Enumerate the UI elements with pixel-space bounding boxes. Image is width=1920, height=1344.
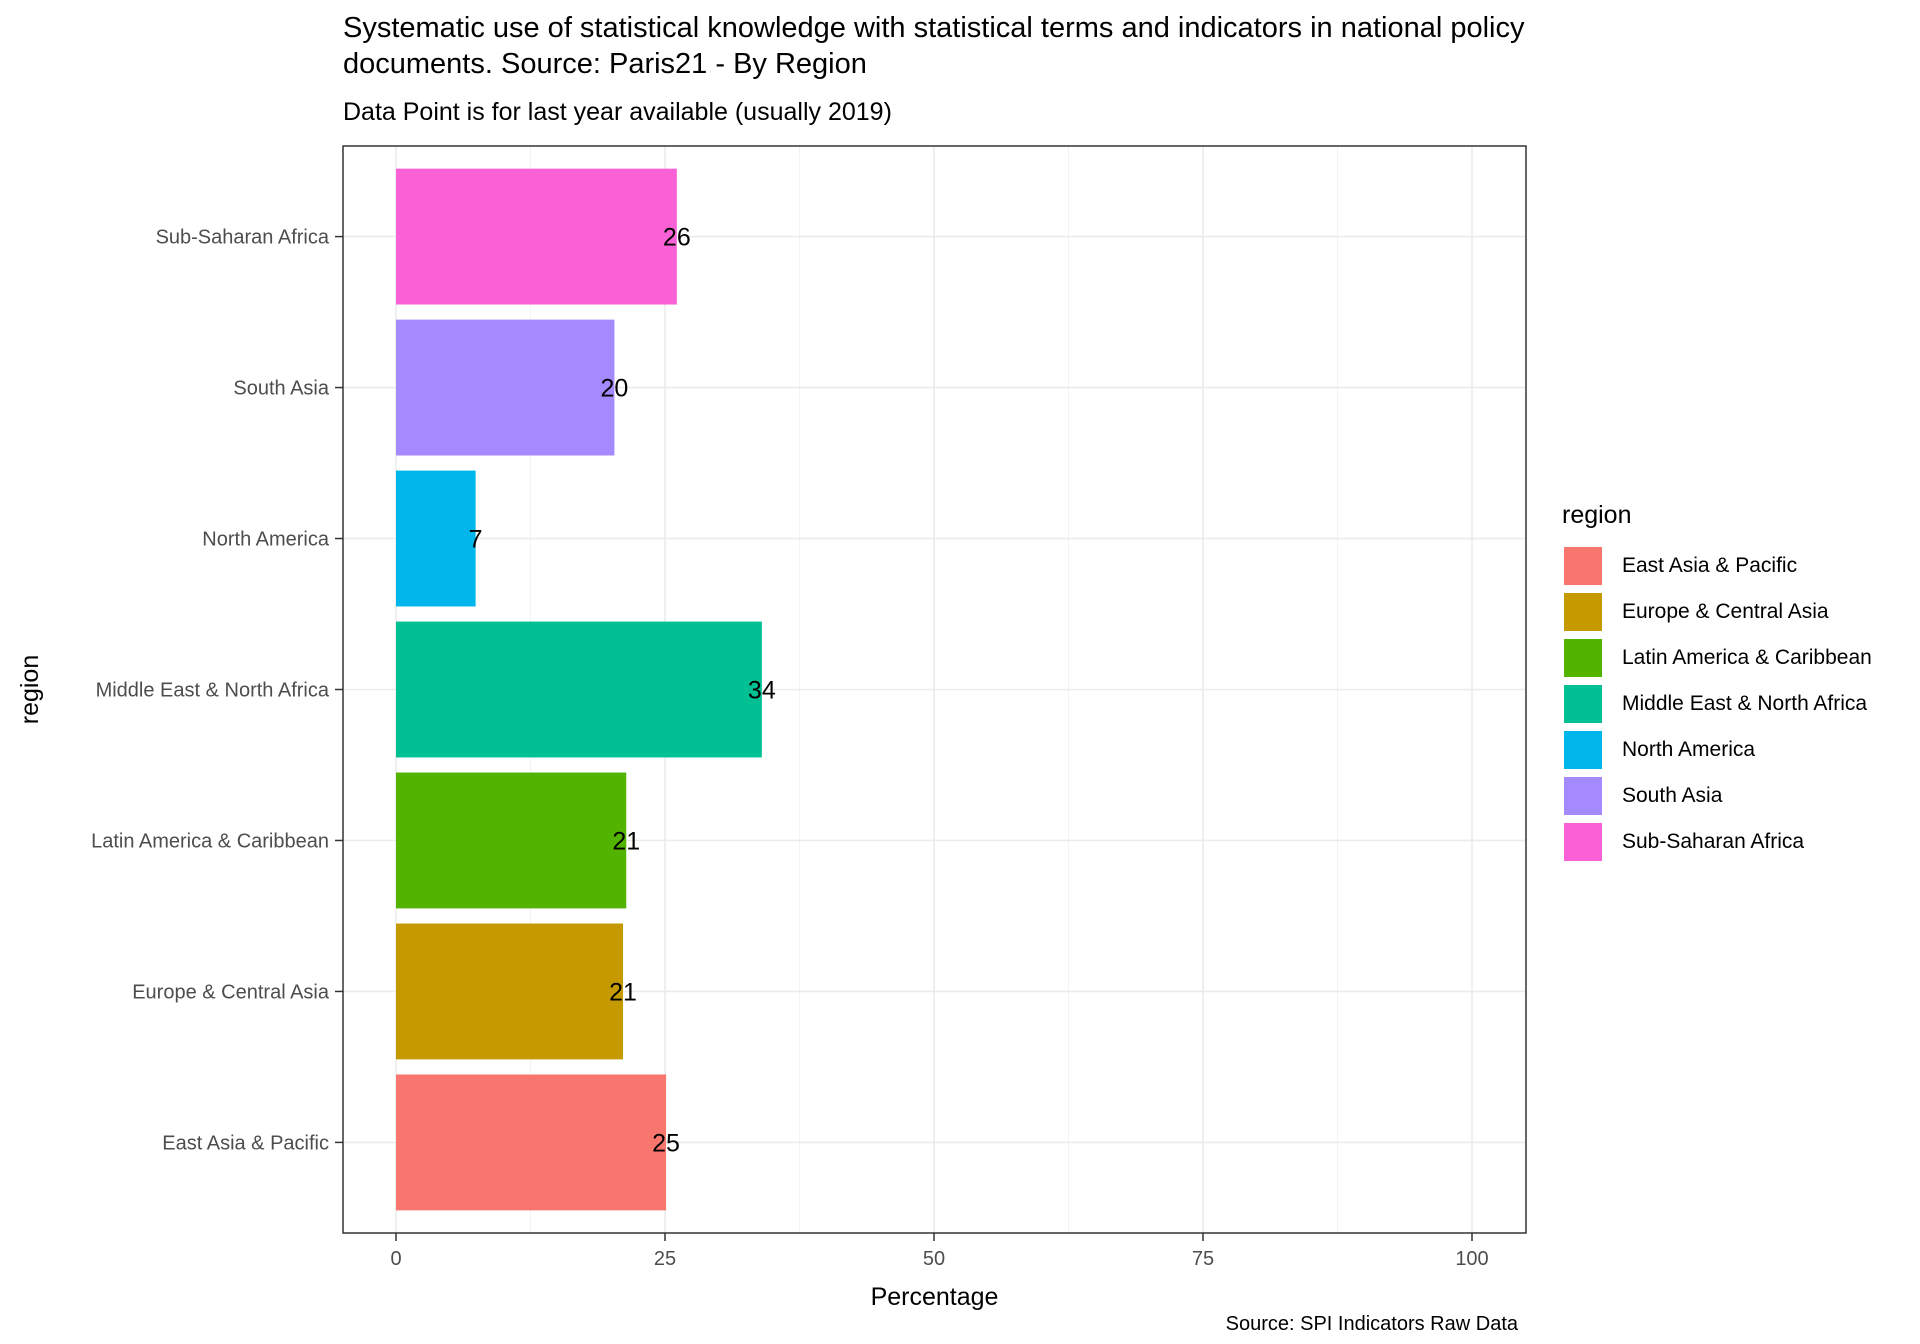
legend-key-sub-saharan-africa [1562,821,1604,863]
y-tick-label: Europe & Central Asia [132,981,330,1003]
legend-key-south-asia [1562,775,1604,817]
bar-label-south-asia: 20 [601,375,629,403]
legend-title: region [1562,501,1632,529]
legend-label-latin-america-caribbean: Latin America & Caribbean [1622,646,1872,669]
bars [396,168,762,1211]
legend-key-middle-east-north-africa [1562,683,1604,725]
x-axis-title: Percentage [871,1283,999,1311]
legend-key-north-america [1562,729,1604,771]
legend-key-east-asia-pacific [1562,545,1604,587]
x-tick-label: 0 [390,1248,401,1270]
bar-sub-saharan-africa [396,168,677,305]
bar-north-america [396,470,476,607]
bar-label-middle-east-north-africa: 34 [748,677,776,705]
y-tick-label: East Asia & Pacific [162,1132,329,1154]
chart-title: Systematic use of statistical knowledge … [343,10,1524,82]
legend-item-east-asia-pacific: East Asia & Pacific [1562,543,1872,589]
legend-item-south-asia: South Asia [1562,773,1872,819]
bar-europe-central-asia [396,923,624,1060]
bar-label-sub-saharan-africa: 26 [663,224,691,252]
legend-items: East Asia & Pacific Europe & Central Asia… [1562,543,1872,865]
y-tick-label: Middle East & North Africa [96,680,330,702]
bar-middle-east-north-africa [396,621,762,758]
bar-east-asia-pacific [396,1074,667,1211]
y-tick-label: North America [202,529,330,551]
bar-labels: 25 21 21 34 7 20 26 [469,224,776,1158]
y-axis-title: region [16,655,44,725]
legend-label-europe-central-asia: Europe & Central Asia [1622,600,1829,623]
x-tick-label: 75 [1192,1248,1214,1270]
chart-title-line-2: documents. Source: Paris21 - By Region [343,48,867,80]
bar-latin-america-caribbean [396,772,627,909]
y-axis: East Asia & Pacific Europe & Central Asia… [91,227,343,1154]
bar-label-europe-central-asia: 21 [609,978,637,1006]
chart-subtitle: Data Point is for last year available (u… [343,98,892,126]
legend-label-east-asia-pacific: East Asia & Pacific [1622,554,1798,577]
legend-key-europe-central-asia [1562,591,1604,633]
legend-item-sub-saharan-africa: Sub-Saharan Africa [1562,819,1872,865]
bar-south-asia [396,319,615,456]
x-tick-label: 50 [923,1248,945,1270]
legend-item-latin-america-caribbean: Latin America & Caribbean [1562,635,1872,681]
legend-key-latin-america-caribbean [1562,637,1604,679]
y-tick-label: Latin America & Caribbean [91,830,329,852]
legend: region East Asia & Pacific Europe & Centr… [1562,500,1872,865]
bar-label-latin-america-caribbean: 21 [612,827,640,855]
legend-item-north-america: North America [1562,727,1872,773]
bar-label-north-america: 7 [469,526,483,554]
y-tick-label: South Asia [233,378,330,400]
bar-label-east-asia-pacific: 25 [652,1129,680,1157]
legend-label-middle-east-north-africa: Middle East & North Africa [1622,692,1868,715]
chart-caption: Source: SPI Indicators Raw Data [1225,1313,1518,1335]
legend-label-south-asia: South Asia [1622,784,1723,807]
legend-item-middle-east-north-africa: Middle East & North Africa [1562,681,1872,727]
y-tick-label: Sub-Saharan Africa [156,227,330,249]
legend-label-sub-saharan-africa: Sub-Saharan Africa [1622,830,1805,853]
x-tick-label: 100 [1455,1248,1488,1270]
x-tick-label: 25 [654,1248,676,1270]
legend-label-north-america: North America [1622,738,1756,761]
x-axis: 0 25 50 75 100 [390,1233,1489,1270]
legend-item-europe-central-asia: Europe & Central Asia [1562,589,1872,635]
chart-title-line-1: Systematic use of statistical knowledge … [343,12,1525,44]
